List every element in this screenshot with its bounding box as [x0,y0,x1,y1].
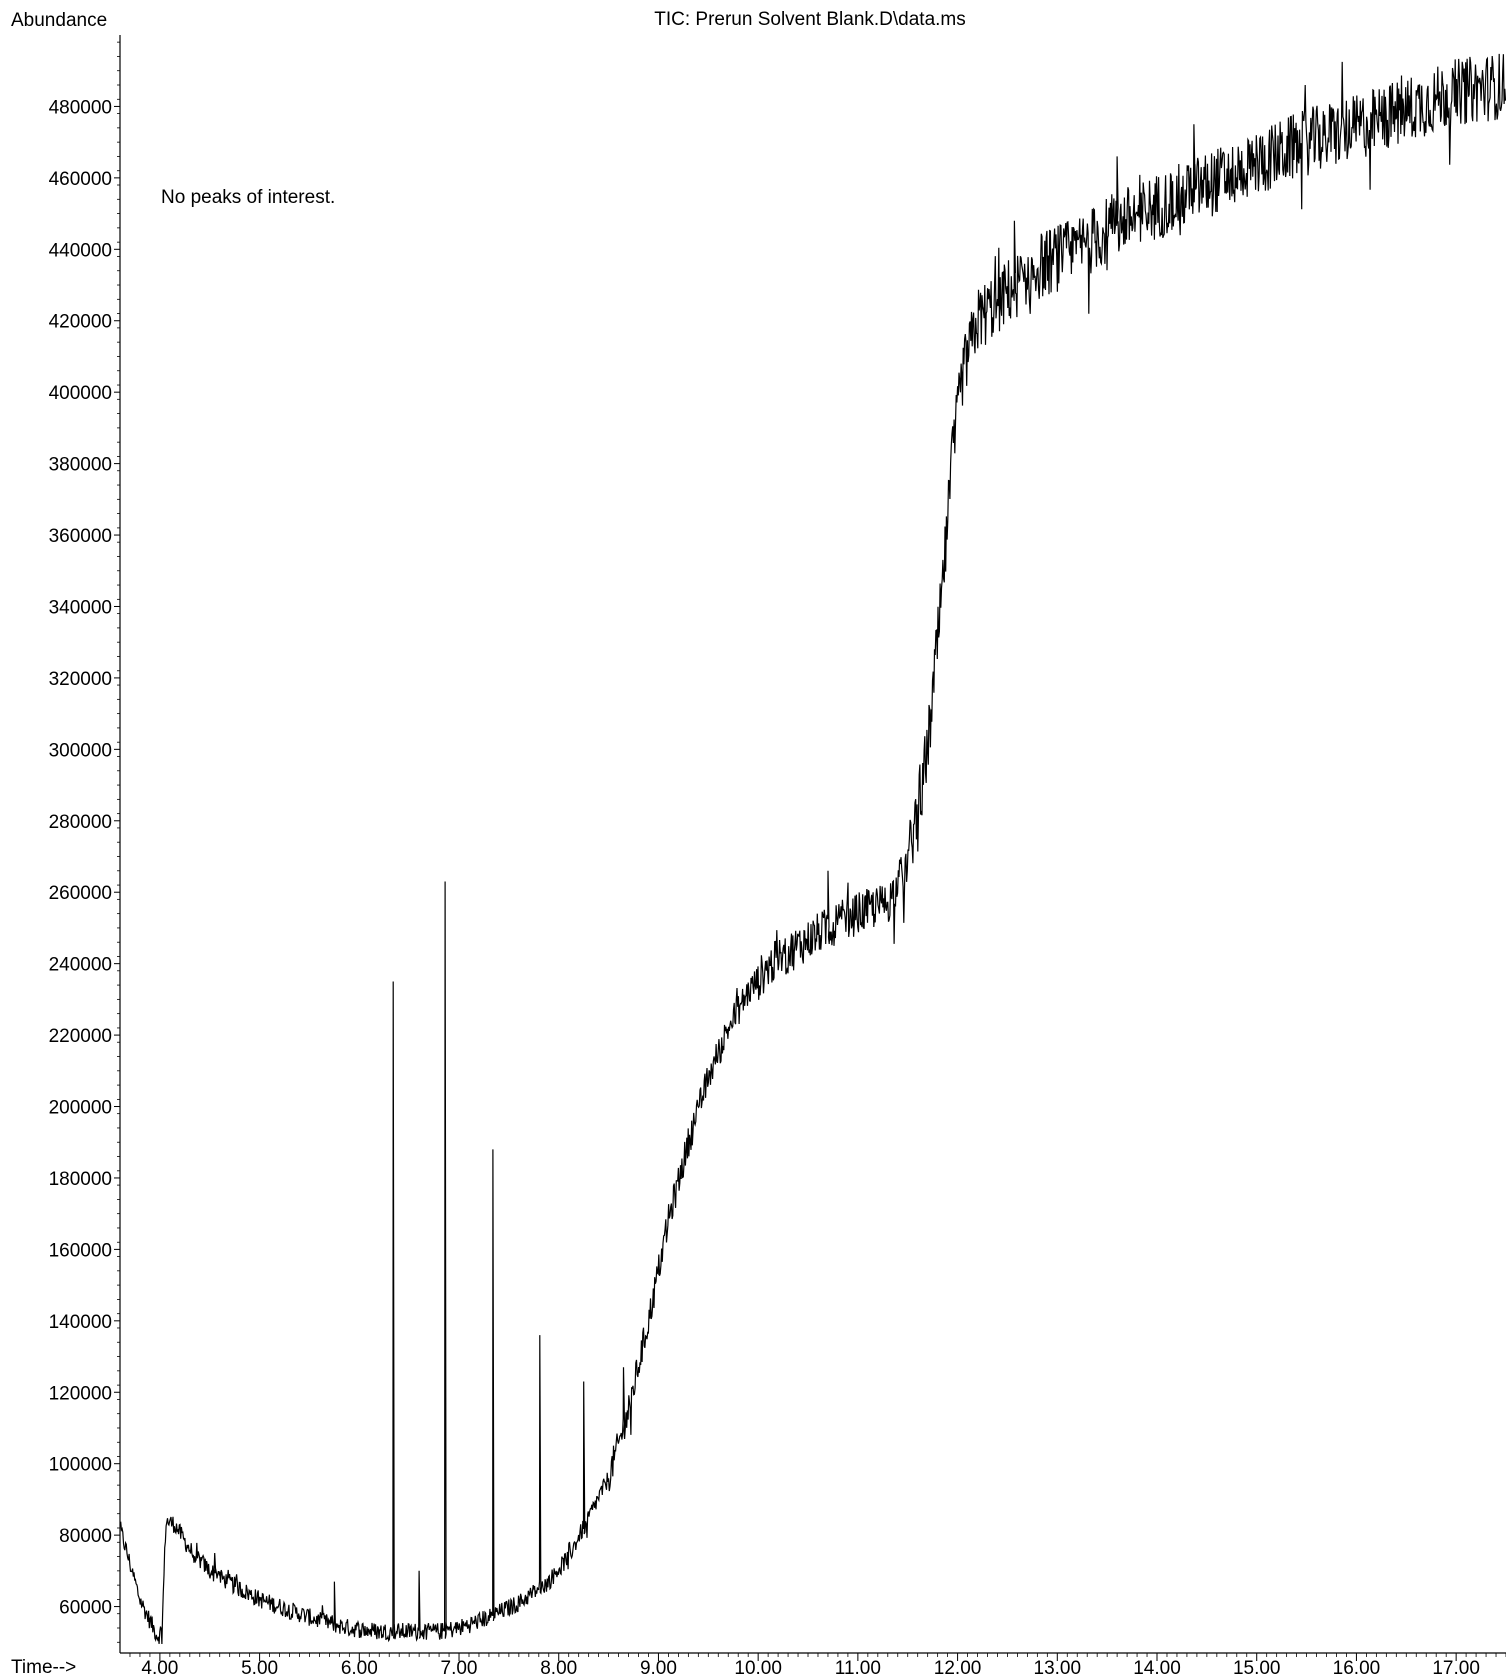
x-tick-label: 13.00 [1034,1658,1082,1679]
y-tick-label: 320000 [49,669,112,690]
y-tick-label: 400000 [49,383,112,404]
y-tick-label: 480000 [49,97,112,118]
y-tick-label: 360000 [49,526,112,547]
y-tick-label: 260000 [49,883,112,904]
x-tick-label: 14.00 [1133,1658,1181,1679]
x-tick-label: 12.00 [934,1658,982,1679]
y-tick-label: 180000 [49,1169,112,1190]
x-tick-label: 5.00 [241,1658,278,1679]
y-tick-label: 100000 [49,1455,112,1476]
y-tick-label: 460000 [49,169,112,190]
y-tick-label: 340000 [49,597,112,618]
y-tick-label: 220000 [49,1026,112,1047]
x-tick-label: 11.00 [835,1658,881,1679]
x-tick-label: 6.00 [341,1658,378,1679]
x-tick-label: 10.00 [734,1658,782,1679]
y-tick-label: 420000 [49,312,112,333]
annotation-text: No peaks of interest. [161,187,335,208]
x-tick-label: 8.00 [540,1658,577,1679]
x-tick-label: 17.00 [1432,1658,1480,1679]
x-tick-label: 7.00 [441,1658,478,1679]
y-tick-label: 240000 [49,955,112,976]
x-tick-label: 4.00 [141,1658,178,1679]
x-tick-label: 9.00 [640,1658,677,1679]
chart-title: TIC: Prerun Solvent Blank.D\data.ms [654,9,966,30]
y-tick-label: 280000 [49,812,112,833]
x-axis-label: Time--> [11,1657,76,1678]
y-tick-label: 440000 [49,240,112,261]
y-tick-label: 380000 [49,455,112,476]
y-tick-label: 120000 [49,1383,112,1404]
y-axis-label: Abundance [11,10,107,31]
x-tick-label: 16.00 [1333,1658,1381,1679]
y-tick-label: 80000 [59,1526,112,1547]
y-tick-label: 160000 [49,1240,112,1261]
y-tick-label: 300000 [49,740,112,761]
tic-trace [119,53,1506,1645]
y-axis-ticks: 60000 80000 100000 120000 140000 160000 180000… [49,41,120,1643]
y-tick-label: 200000 [49,1098,112,1119]
y-tick-label: 140000 [49,1312,112,1333]
y-tick-label: 60000 [59,1598,112,1619]
x-tick-label: 15.00 [1233,1658,1281,1679]
x-axis-ticks: 4.00 5.00 6.00 7.00 8.00 9.00 10.00 11.00 12.00 1… [129,1653,1506,1679]
